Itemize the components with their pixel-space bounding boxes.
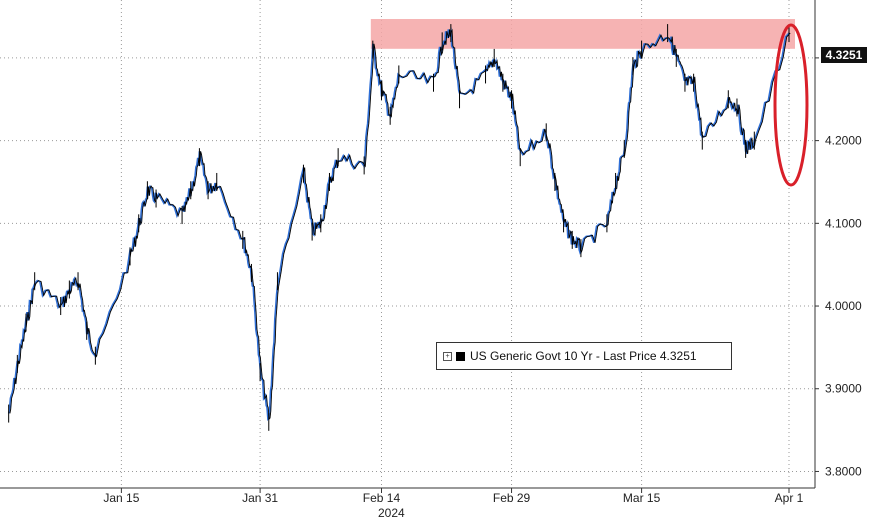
x-tick-label: Apr 1 [775,491,804,505]
x-tick-label: Jan 31 [242,491,278,505]
legend-label: US Generic Govt 10 Yr - Last Price 4.325… [470,349,697,363]
y-tick-label: 3.9000 [825,382,862,396]
y-tick-label: 3.8000 [825,464,862,478]
x-axis-ticks: Jan 15 Jan 31 Feb 14 Feb 29 Mar 15 Apr 1 [103,488,804,505]
legend-swatch [456,351,465,361]
y-tick-label: 4.2000 [825,134,862,148]
y-tick-label: 4.0000 [825,299,862,313]
y-tick-label: 4.1000 [825,216,862,230]
legend: + US Generic Govt 10 Yr - Last Price 4.3… [436,342,732,370]
price-series [7,24,791,431]
resistance-band [370,19,795,49]
x-tick-label: Jan 15 [103,491,139,505]
grid-lines [0,0,815,488]
expand-icon[interactable]: + [443,351,452,361]
year-label: 2024 [378,506,405,520]
x-tick-label: Mar 15 [623,491,661,505]
last-price-tag: 4.3251 [821,47,867,63]
x-tick-label: Feb 14 [363,491,401,505]
highlight-circle [773,23,809,187]
x-tick-label: Feb 29 [493,491,531,505]
